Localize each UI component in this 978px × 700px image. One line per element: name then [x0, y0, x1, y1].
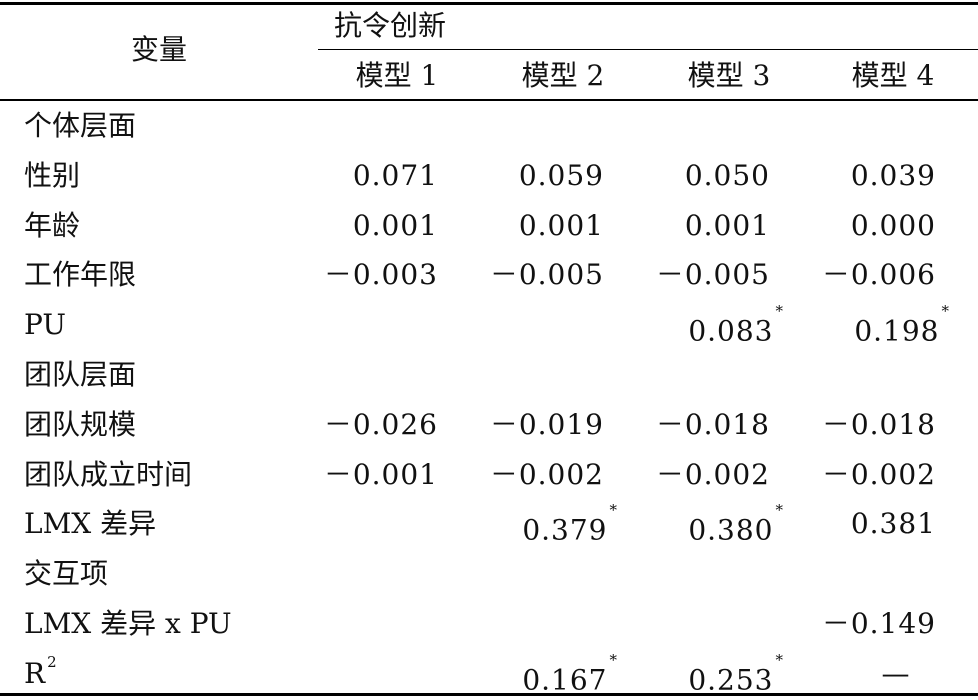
coefficient-cell: 0.000: [736, 206, 936, 246]
coefficient-cell: 0.253*: [584, 651, 784, 700]
coefficient-value: 0.167: [522, 663, 608, 697]
coefficient-value: －0.149: [821, 607, 936, 640]
coefficient-value: 0.198: [854, 314, 940, 348]
coefficient-value: 0.001: [518, 209, 604, 242]
coefficient-value: —: [881, 657, 911, 690]
coefficient-cell: —: [826, 654, 966, 694]
label-superscript: 2: [47, 653, 57, 671]
header-bottom-rule: [0, 99, 978, 101]
coefficient-cell: －0.005: [404, 255, 604, 295]
row-label-text: PU: [24, 308, 66, 341]
header-sub-rule: [318, 49, 978, 50]
significance-star: *: [775, 302, 784, 320]
coefficient-value: 0.039: [850, 159, 936, 192]
row-label-text: 性别: [24, 159, 81, 192]
variable-column-header: 变量: [130, 33, 187, 66]
coefficient-cell: －0.149: [736, 604, 936, 644]
coefficient-cell: －0.006: [736, 255, 936, 295]
row-label-text: 个体层面: [24, 109, 137, 142]
row-label: 工作年限: [24, 255, 136, 295]
row-label-text: 团队层面: [24, 358, 137, 391]
row-label: PU: [24, 305, 66, 345]
coefficient-cell: －0.018: [736, 405, 936, 445]
model-4-header: 模型 4: [851, 59, 935, 92]
coefficient-cell: 0.381: [736, 504, 936, 544]
coefficient-value: 0.059: [518, 159, 604, 192]
coefficient-cell: －0.026: [238, 405, 438, 445]
coefficient-cell: －0.002: [736, 455, 936, 495]
coefficient-cell: －0.019: [404, 405, 604, 445]
row-label-text: 团队规模: [24, 408, 137, 441]
row-label: 性别: [24, 156, 80, 196]
model-3-header: 模型 3: [687, 59, 771, 92]
model-1-header: 模型 1: [355, 59, 439, 92]
coefficient-cell: 0.001: [404, 206, 604, 246]
coefficient-value: 0.000: [850, 209, 936, 242]
significance-star: *: [941, 302, 950, 320]
dependent-variable-header: 抗令创新: [334, 9, 447, 42]
coefficient-cell: －0.001: [238, 455, 438, 495]
row-label: 个体层面: [24, 106, 136, 146]
significance-star: *: [609, 501, 618, 519]
coefficient-value: 0.253: [688, 663, 774, 697]
coefficient-value: 0.050: [684, 159, 770, 192]
coefficient-value: 0.083: [688, 314, 774, 348]
row-label-text: 团队成立时间: [24, 458, 193, 491]
coefficient-value: 0.001: [352, 209, 438, 242]
coefficient-cell: 0.039: [736, 156, 936, 196]
coefficient-cell: －0.002: [570, 455, 770, 495]
coefficient-value: －0.002: [489, 458, 604, 491]
row-label: 团队成立时间: [24, 455, 192, 495]
coefficient-value: 0.379: [522, 513, 608, 547]
coefficient-value: －0.003: [323, 258, 438, 291]
row-label-text: LMX 差异 x PU: [24, 607, 232, 640]
row-label-text: 工作年限: [24, 258, 137, 291]
coefficient-cell: 0.083*: [584, 302, 784, 351]
coefficient-cell: 0.001: [238, 206, 438, 246]
row-label-text: R: [24, 657, 46, 690]
coefficient-value: －0.005: [655, 258, 770, 291]
coefficient-cell: －0.003: [238, 255, 438, 295]
coefficient-value: －0.018: [655, 408, 770, 441]
coefficient-cell: 0.059: [404, 156, 604, 196]
significance-star: *: [775, 651, 784, 669]
coefficient-value: －0.002: [655, 458, 770, 491]
row-label: LMX 差异: [24, 504, 156, 544]
coefficient-cell: 0.167*: [418, 651, 618, 700]
coefficient-cell: 0.379*: [418, 501, 618, 550]
coefficient-value: 0.380: [688, 513, 774, 547]
coefficient-value: 0.381: [850, 507, 936, 540]
row-label: 年龄: [24, 206, 80, 246]
significance-star: *: [775, 501, 784, 519]
coefficient-cell: －0.018: [570, 405, 770, 445]
row-label-text: 交互项: [24, 557, 109, 590]
row-label-text: LMX 差异: [24, 507, 157, 540]
coefficient-cell: 0.198*: [750, 302, 950, 351]
coefficient-value: －0.026: [323, 408, 438, 441]
coefficient-value: －0.019: [489, 408, 604, 441]
coefficient-value: 0.071: [352, 159, 438, 192]
coefficient-cell: －0.005: [570, 255, 770, 295]
row-label: LMX 差异 x PU: [24, 604, 232, 644]
coefficient-cell: 0.050: [570, 156, 770, 196]
row-label: 团队层面: [24, 355, 136, 395]
row-label: 交互项: [24, 554, 108, 594]
model-2-header: 模型 2: [521, 59, 605, 92]
coefficient-cell: 0.001: [570, 206, 770, 246]
coefficient-value: 0.001: [684, 209, 770, 242]
coefficient-value: －0.006: [821, 258, 936, 291]
coefficient-cell: 0.071: [238, 156, 438, 196]
coefficient-value: －0.001: [323, 458, 438, 491]
table-top-rule: [0, 2, 978, 5]
table-bottom-rule: [0, 693, 978, 696]
row-label-text: 年龄: [24, 209, 81, 242]
coefficient-value: －0.005: [489, 258, 604, 291]
coefficient-cell: －0.002: [404, 455, 604, 495]
row-label: 团队规模: [24, 405, 136, 445]
coefficient-cell: 0.380*: [584, 501, 784, 550]
coefficient-value: －0.018: [821, 408, 936, 441]
coefficient-value: －0.002: [821, 458, 936, 491]
significance-star: *: [609, 651, 618, 669]
